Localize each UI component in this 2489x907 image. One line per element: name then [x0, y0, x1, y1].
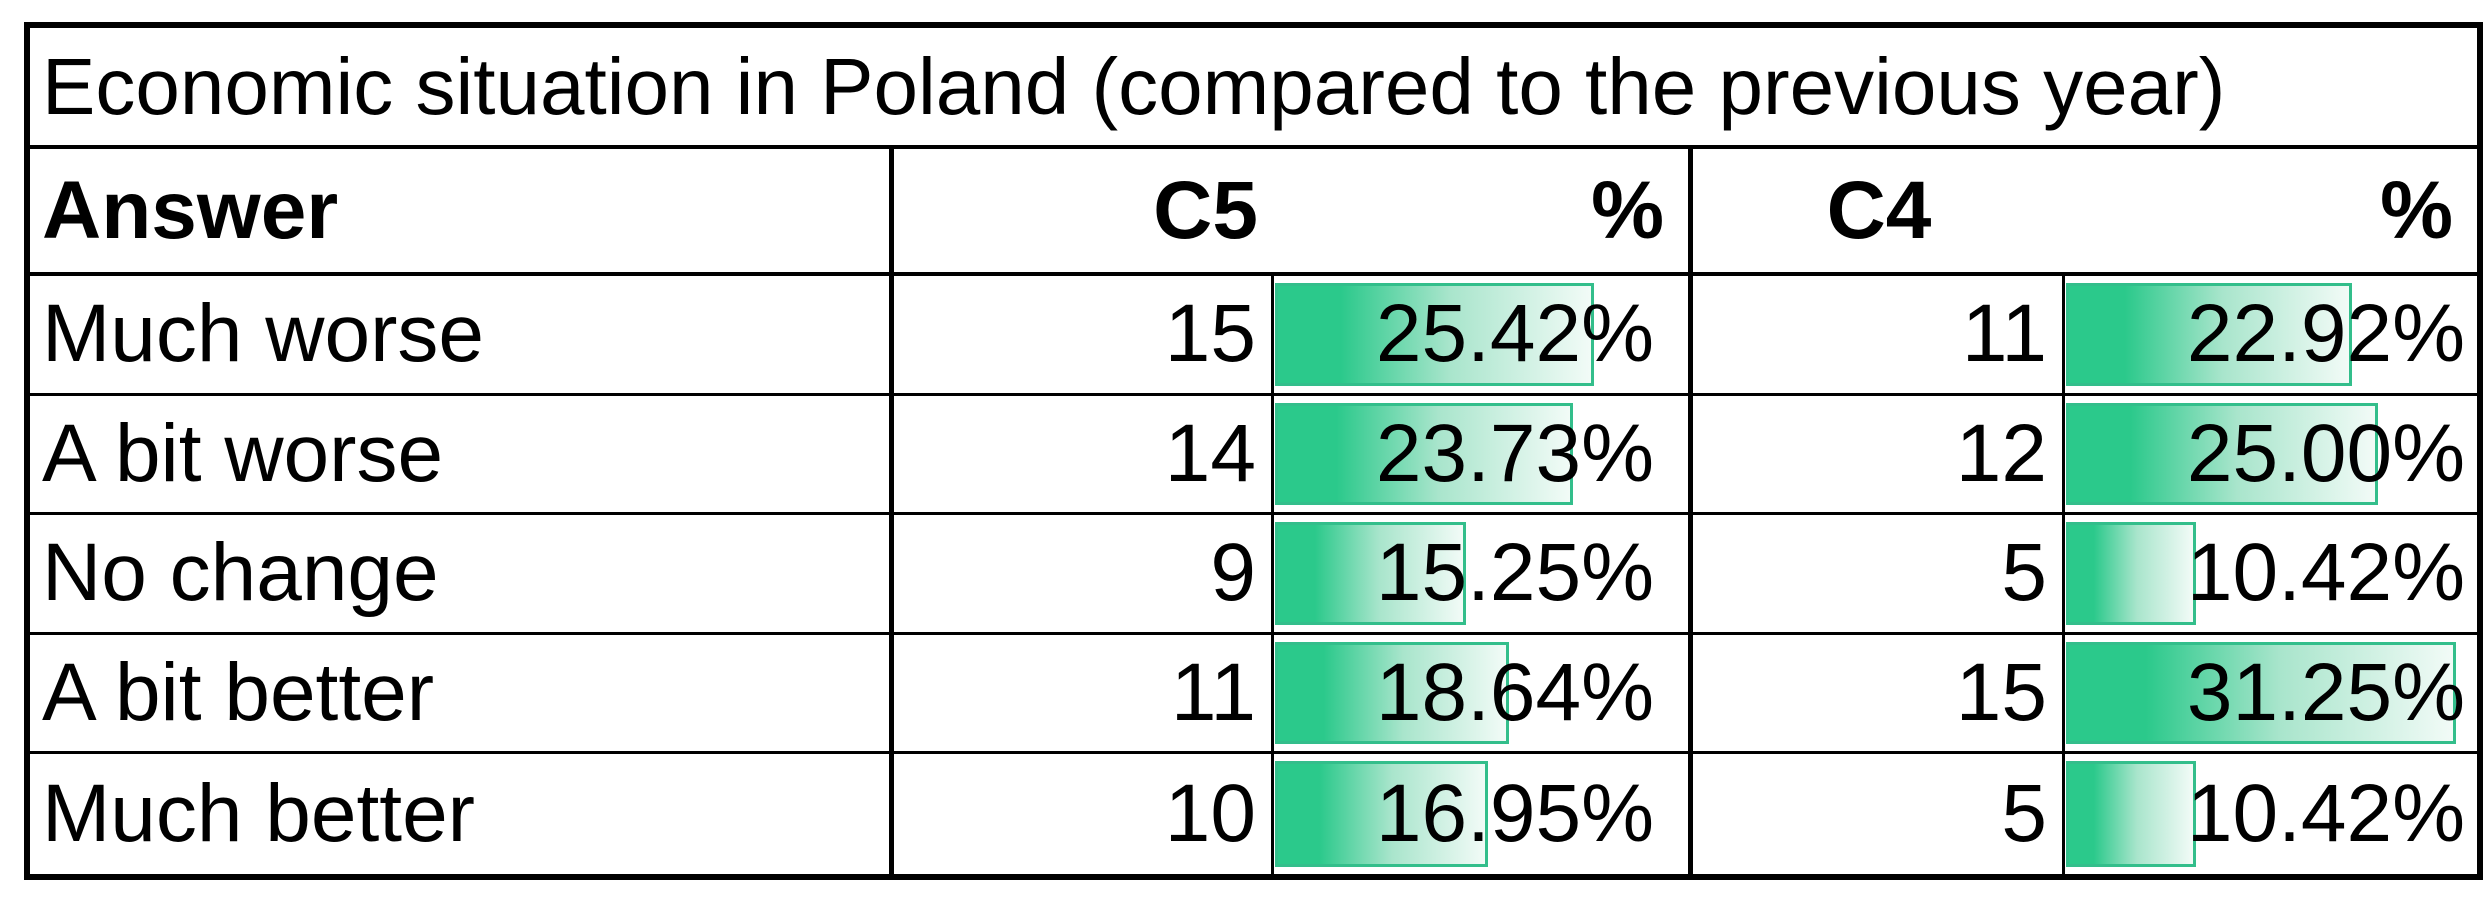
c5-percent-value: 15.25% [1375, 527, 1654, 619]
c5-percent-value: 25.42% [1375, 288, 1654, 380]
c4-percent-cell: 31.25% [2065, 634, 2477, 755]
col-header-c5: C5 [894, 149, 1274, 276]
c4-count-cell: 5 [1693, 515, 2065, 635]
answer-cell: Much better [30, 754, 894, 874]
col-header-answer: Answer [30, 149, 894, 276]
c5-percent-cell: 18.64% [1274, 634, 1693, 755]
c5-percent-value: 18.64% [1375, 647, 1654, 739]
c4-percent-cell: 10.42% [2065, 754, 2477, 874]
c5-count-cell: 11 [894, 634, 1274, 755]
col-header-c4: C4 [1693, 149, 2065, 276]
answer-cell: No change [30, 515, 894, 635]
c5-databar [1275, 761, 1488, 867]
c5-percent-value: 23.73% [1375, 407, 1654, 499]
c5-databar [1275, 522, 1467, 625]
c5-count-cell: 15 [894, 276, 1274, 396]
c4-percent-value: 31.25% [2186, 647, 2465, 739]
c5-databar [1275, 283, 1594, 386]
c4-percent-value: 10.42% [2186, 768, 2465, 860]
c5-count-cell: 10 [894, 754, 1274, 874]
answer-cell: A bit better [30, 634, 894, 755]
c5-percent-cell: 25.42% [1274, 276, 1693, 396]
c4-percent-cell: 10.42% [2065, 515, 2477, 635]
c4-databar [2066, 641, 2457, 745]
c5-databar [1275, 402, 1573, 506]
answer-cell: Much worse [30, 276, 894, 396]
c5-count-cell: 9 [894, 515, 1274, 635]
c4-percent-cell: 22.92% [2065, 276, 2477, 396]
c5-count-cell: 14 [894, 395, 1274, 516]
c4-count-cell: 5 [1693, 754, 2065, 874]
c4-count-cell: 12 [1693, 395, 2065, 516]
c4-percent-cell: 25.00% [2065, 395, 2477, 516]
c4-percent-value: 10.42% [2186, 527, 2465, 619]
c4-databar [2066, 402, 2379, 506]
c4-count-cell: 11 [1693, 276, 2065, 396]
economic-situation-table: Economic situation in Poland (compared t… [24, 22, 2483, 880]
answer-cell: A bit worse [30, 395, 894, 516]
col-header-c4-percent: % [2065, 149, 2477, 276]
c5-databar [1275, 641, 1509, 745]
c4-databar [2066, 522, 2197, 625]
c4-databar [2066, 761, 2197, 867]
c4-count-cell: 15 [1693, 634, 2065, 755]
c4-percent-value: 25.00% [2186, 407, 2465, 499]
c5-percent-cell: 23.73% [1274, 395, 1693, 516]
c5-percent-cell: 15.25% [1274, 515, 1693, 635]
c5-percent-value: 16.95% [1375, 768, 1654, 860]
table-title: Economic situation in Poland (compared t… [30, 28, 2477, 149]
c4-percent-value: 22.92% [2186, 288, 2465, 380]
c5-percent-cell: 16.95% [1274, 754, 1693, 874]
col-header-c5-percent: % [1274, 149, 1693, 276]
c4-databar [2066, 283, 2353, 386]
